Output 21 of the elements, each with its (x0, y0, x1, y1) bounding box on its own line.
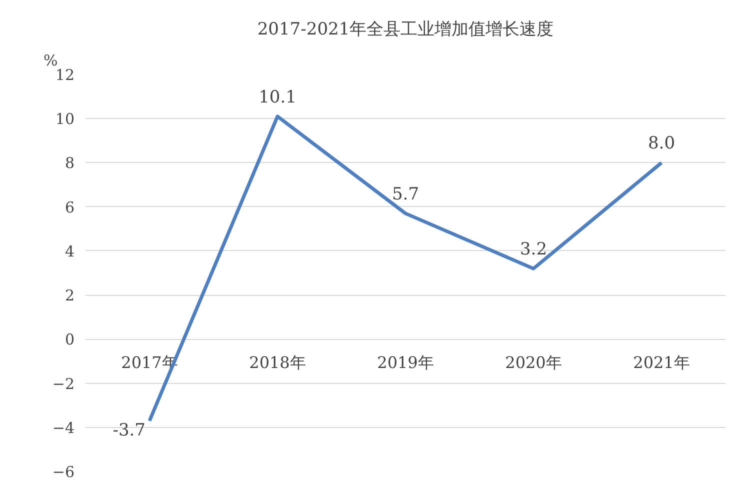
x-tick-label: 2019年 (377, 353, 434, 372)
y-tick-label: −6 (52, 463, 75, 481)
y-tick-label: 10 (55, 110, 75, 128)
x-tick-label: 2021年 (633, 353, 690, 372)
data-label: 8.0 (648, 134, 676, 154)
data-label: 3.2 (520, 240, 548, 260)
data-label: -3.7 (112, 420, 146, 440)
y-tick-label: −2 (52, 374, 75, 393)
y-tick-label: 0 (64, 330, 75, 349)
y-tick-label: 6 (64, 198, 75, 216)
y-tick-label: 2 (64, 286, 75, 305)
data-label: 5.7 (392, 184, 420, 204)
y-tick-label: 12 (55, 66, 75, 84)
y-tick-label: −4 (52, 418, 75, 437)
data-label: 10.1 (258, 87, 296, 108)
y-axis-title: % (44, 52, 58, 70)
x-tick-label: 2020年 (505, 353, 562, 372)
chart-title: 2017-2021年全县工业增加值增长速度 (257, 20, 554, 40)
y-tick-label: 8 (64, 154, 75, 172)
y-tick-label: 4 (64, 242, 75, 260)
x-tick-label: 2018年 (249, 353, 306, 372)
